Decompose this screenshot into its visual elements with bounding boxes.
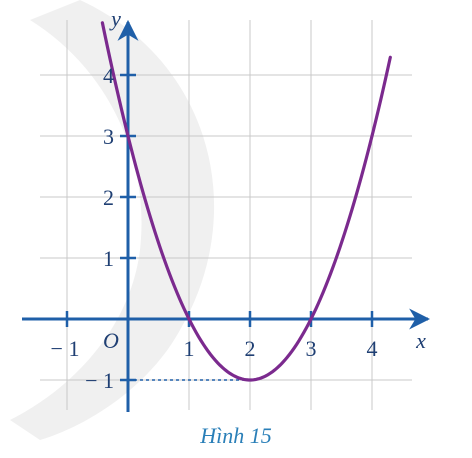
x-axis-label: x [415, 328, 426, 353]
y-tick-label: − 1 [85, 368, 114, 393]
series-line [100, 21, 392, 382]
x-tick-label: 4 [367, 336, 378, 361]
parabola-curve [100, 21, 392, 382]
y-tick-label: 3 [103, 124, 114, 149]
x-tick-label: 3 [306, 336, 317, 361]
axes [22, 19, 431, 412]
tick-labels: − 1 1 2 3 4 − 1 1 2 3 4 O x y [51, 6, 427, 393]
watermark-swoosh [10, 0, 215, 440]
y-tick-label: 4 [103, 63, 114, 88]
y-tick-label: 1 [103, 246, 114, 271]
y-axis-label: y [109, 6, 121, 31]
x-tick-label: 2 [245, 336, 256, 361]
x-tick-label: 1 [184, 336, 195, 361]
figure-caption: Hình 15 [199, 423, 272, 448]
x-tick-label: − 1 [51, 336, 80, 361]
y-tick-label: 2 [103, 185, 114, 210]
origin-label: O [103, 328, 119, 353]
